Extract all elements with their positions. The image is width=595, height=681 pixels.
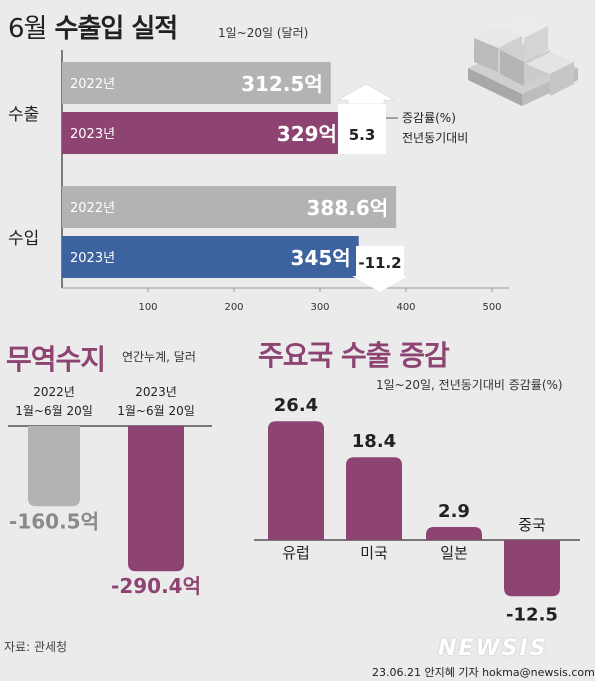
bar-value-label: 329억 (277, 122, 337, 146)
country-export-subtitle: 1일~20일, 전년동기대비 증감률(%) (376, 378, 563, 392)
trade-category-period: 1월~6월 20일 (15, 404, 93, 418)
source-note: 자료: 관세청 (4, 640, 68, 654)
credit-line: 23.06.21 안지혜 기자 hokma@newsis.com (372, 666, 595, 679)
country-export-title: 주요국 수출 증감 (258, 339, 450, 372)
up-arrow-icon (337, 83, 395, 105)
country-value-label: 26.4 (274, 395, 318, 416)
x-tick-label: 400 (396, 302, 415, 313)
trade-balance-subtitle: 연간누계, 달러 (122, 350, 196, 364)
change-box-import (356, 246, 404, 278)
bar-value-label: 312.5억 (241, 72, 323, 96)
trade-category-year: 2023년 (135, 385, 177, 399)
country-category-label: 미국 (360, 544, 388, 562)
trade-bar-1 (128, 426, 184, 572)
bar-import-2023 (62, 236, 359, 278)
country-bar-0 (268, 421, 324, 540)
brand-logo: NEWSIS (438, 636, 548, 661)
bar-value-label: 345억 (291, 246, 351, 270)
category-label-export: 수출 (8, 105, 39, 125)
trade-bar-0 (28, 426, 80, 507)
x-tick-label: 200 (224, 302, 243, 313)
trade-balance-title: 무역수지 (6, 343, 106, 376)
change-value-export: 5.3 (349, 126, 376, 144)
bar-import-2022 (62, 186, 397, 228)
change-legend-line2: 전년동기대비 (402, 131, 468, 145)
country-category-label: 일본 (440, 544, 468, 562)
page-title: 6월 수출입 실적 (8, 8, 179, 45)
title-main: 수출입 실적 (54, 14, 179, 44)
trade-balance-chart: 2022년 1월~6월 20일 -160.5억 2023년 1월~6월 20일 -290.… (8, 385, 212, 598)
trade-category-period: 1월~6월 20일 (117, 404, 195, 418)
country-category-label: 중국 (518, 516, 546, 534)
change-legend-line1: 증감률(%) (402, 111, 456, 125)
bar-year-label: 2022년 (70, 201, 115, 216)
down-arrow-icon (352, 276, 408, 292)
page-subtitle: 1일~20일 (달러) (218, 26, 309, 40)
country-bar-2 (426, 526, 482, 540)
bar-year-label: 2022년 (70, 77, 115, 92)
export-import-chart: 100 200 300 400 500 2022년 312.5억 2023년 329억 2022년… (8, 50, 510, 313)
country-value-label: -12.5 (506, 604, 558, 625)
trade-value-label: -290.4억 (111, 574, 201, 598)
country-value-label: 2.9 (438, 501, 470, 522)
bar-export-2022 (62, 62, 331, 104)
country-export-chart: 26.4 유럽 18.4 미국 2.9 일본 중국 -12.5 (254, 395, 580, 625)
bar-year-label: 2023년 (70, 251, 115, 266)
x-tick-label: 500 (482, 302, 501, 313)
trade-category-year: 2022년 (33, 385, 75, 399)
title-month: 6월 (8, 14, 47, 44)
trade-value-label: -160.5억 (9, 509, 99, 533)
country-bar-3 (504, 540, 560, 597)
bar-value-label: 388.6억 (307, 196, 389, 220)
boxes-illustration-icon (468, 16, 578, 106)
bar-export-2023 (62, 112, 345, 154)
country-bar-1 (346, 457, 402, 540)
x-tick-label: 100 (138, 302, 157, 313)
bar-year-label: 2023년 (70, 127, 115, 142)
x-tick-label: 300 (310, 302, 329, 313)
country-category-label: 유럽 (282, 544, 310, 562)
change-value-import: -11.2 (358, 254, 401, 272)
category-label-import: 수입 (8, 229, 39, 249)
country-value-label: 18.4 (352, 431, 396, 452)
change-box-export (338, 104, 386, 154)
